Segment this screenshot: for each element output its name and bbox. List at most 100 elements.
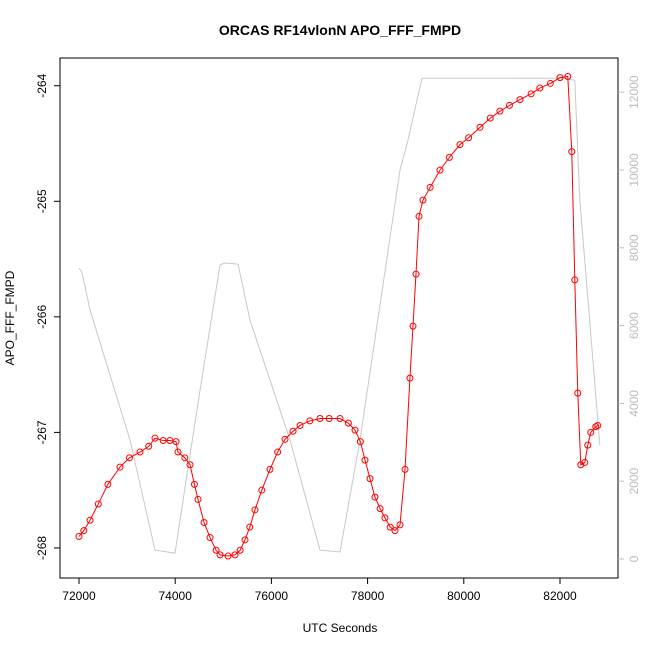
point: [281, 435, 289, 443]
point: [496, 107, 504, 115]
x-tick-label: 78000: [351, 589, 385, 603]
point: [415, 212, 423, 220]
point: [116, 463, 124, 471]
point: [344, 419, 352, 427]
point: [224, 552, 232, 560]
chart-title: ORCAS RF14vlonN APO_FFF_FMPD: [219, 22, 461, 38]
y2-tick-label: 2000: [627, 468, 641, 495]
y-tick-label: -265: [35, 189, 49, 213]
point: [376, 505, 384, 513]
point: [274, 448, 282, 456]
point: [126, 454, 134, 462]
point: [456, 141, 464, 149]
point: [465, 134, 473, 142]
y-tick-label: -264: [35, 73, 49, 97]
point: [216, 551, 224, 559]
series-line: [78, 75, 599, 557]
x-tick-label: 82000: [543, 589, 577, 603]
point: [80, 527, 88, 535]
point: [174, 448, 182, 456]
x-tick-label: 72000: [62, 589, 96, 603]
point: [546, 79, 554, 87]
point: [381, 514, 389, 522]
point: [396, 521, 404, 529]
point: [251, 506, 259, 514]
point: [436, 166, 444, 174]
point: [306, 417, 314, 425]
point: [246, 523, 254, 531]
point: [371, 493, 379, 501]
y2-tick-label: 4000: [627, 390, 641, 417]
point: [527, 90, 535, 98]
point: [386, 523, 394, 531]
x-axis-label: UTC Seconds: [303, 621, 378, 635]
y2-tick-label: 10000: [627, 153, 641, 187]
point: [406, 374, 414, 382]
point: [200, 519, 208, 527]
y-tick-label: -268: [35, 536, 49, 560]
point: [296, 421, 304, 429]
point: [336, 415, 344, 423]
point: [356, 438, 364, 446]
point: [145, 442, 153, 450]
point: [584, 441, 592, 449]
point: [445, 153, 453, 161]
point: [151, 434, 159, 442]
point: [391, 527, 399, 535]
y2-tick-label: 12000: [627, 75, 641, 109]
point: [505, 101, 513, 109]
y2-tick-label: 0: [627, 555, 641, 562]
point: [516, 96, 524, 104]
point: [136, 448, 144, 456]
point: [426, 183, 434, 191]
x-tick-label: 76000: [255, 589, 289, 603]
point: [419, 196, 427, 204]
point: [574, 389, 582, 397]
point: [476, 123, 484, 131]
point: [194, 495, 202, 503]
point: [75, 532, 83, 540]
x-tick-label: 74000: [159, 589, 193, 603]
point: [536, 84, 544, 92]
y2-tick-label: 6000: [627, 312, 641, 339]
point: [94, 500, 102, 508]
point: [104, 480, 112, 488]
point: [181, 454, 189, 462]
point: [86, 516, 94, 524]
point: [159, 436, 167, 444]
point: [361, 456, 369, 464]
x-tick-label: 80000: [447, 589, 481, 603]
point: [266, 465, 274, 473]
point: [289, 427, 297, 435]
point: [568, 148, 576, 156]
point: [581, 458, 589, 466]
point: [190, 480, 198, 488]
plot-box: [59, 57, 619, 579]
point: [186, 461, 194, 469]
point: [366, 475, 374, 483]
point: [412, 270, 420, 278]
point: [325, 415, 333, 423]
point: [212, 546, 220, 554]
point: [231, 551, 239, 559]
point: [571, 276, 579, 284]
point: [409, 322, 417, 330]
point: [172, 438, 180, 446]
y2-tick-label: 8000: [627, 234, 641, 261]
y-tick-label: -267: [35, 420, 49, 444]
point: [206, 534, 214, 542]
point: [486, 114, 494, 122]
point: [594, 421, 602, 429]
point: [564, 72, 572, 80]
y-axis-label: APO_FFF_FMPD: [3, 270, 17, 365]
point: [577, 461, 585, 469]
point: [587, 428, 595, 436]
point: [351, 426, 359, 434]
point: [258, 486, 266, 494]
point: [401, 465, 409, 473]
point: [236, 546, 244, 554]
point: [241, 536, 249, 544]
